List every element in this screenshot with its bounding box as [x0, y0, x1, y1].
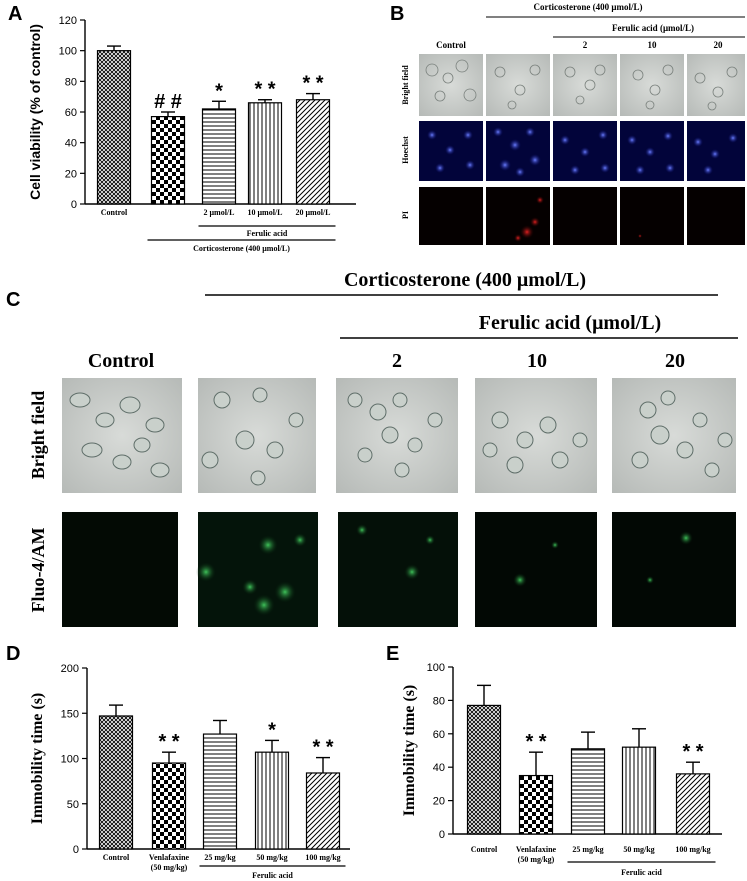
bar [305, 772, 341, 850]
panel-b-col-10: 10 [648, 40, 658, 50]
bar [675, 773, 711, 835]
bar [518, 774, 554, 835]
panel-b-row-hoechst: Hoechst [401, 136, 410, 164]
x-tick-label: 25 mg/kg [572, 845, 603, 854]
bar [570, 748, 606, 835]
y-tick-label: 60 [433, 729, 445, 741]
y-tick-label: 40 [65, 138, 77, 150]
significance-label: * * [302, 73, 323, 95]
y-axis-label: Immobility time (s) [29, 693, 46, 825]
y-tick-label: 120 [59, 15, 77, 27]
panel-b-bright-field-row [419, 54, 745, 116]
y-tick-label: 60 [65, 107, 77, 119]
x-tick-label: 20 μmol/L [296, 208, 331, 217]
bar [151, 762, 187, 850]
y-tick-label: 100 [61, 754, 79, 766]
y-tick-label: 150 [61, 708, 79, 720]
y-tick-label: 0 [73, 844, 79, 856]
y-axis-label: Immobility time (s) [401, 685, 418, 817]
group-label: Corticosterone (400 μmol/L) [193, 244, 290, 253]
bar [247, 102, 283, 205]
bar [150, 115, 186, 205]
panel-b-col-20: 20 [714, 40, 724, 50]
significance-label: * * [158, 731, 179, 753]
x-tick-label: 50 mg/kg [256, 853, 287, 862]
chart-cell-viability: 0 20 40 60 80 100 120 Cell viability (% of cont… [27, 15, 356, 253]
y-tick-label: 200 [61, 663, 79, 675]
significance-label: * [215, 80, 223, 102]
significance-label: * * [312, 737, 333, 759]
bar [621, 746, 657, 835]
significance-label: * [268, 719, 276, 741]
y-tick-label: 80 [65, 76, 77, 88]
x-tick-label: 25 mg/kg [204, 853, 235, 862]
y-tick-label: 20 [433, 796, 445, 808]
group-label: Ferulic acid [252, 871, 293, 880]
bar [201, 108, 237, 205]
panel-b-header-main: Corticosterone (400 μmol/L) [534, 2, 643, 12]
panel-c-micrographs: Corticosterone (400 μmol/L) Ferulic acid… [28, 269, 738, 627]
bar [96, 50, 132, 205]
panel-b-hoechst-row [419, 121, 745, 181]
bar [202, 733, 238, 850]
y-tick-label: 80 [433, 695, 445, 707]
panel-letter-d: D [6, 643, 20, 665]
x-tick-label: Control [103, 853, 130, 862]
bar [254, 751, 290, 850]
panel-b-row-bright-field: Bright field [401, 65, 410, 105]
panel-c-col-10: 10 [527, 350, 547, 372]
panel-c-col-2: 2 [392, 350, 402, 372]
panel-letter-e: E [386, 643, 399, 665]
x-tick-label: Venlafaxine (50 mg/kg) [516, 845, 557, 864]
panel-c-header-sub: Ferulic acid (μmol/L) [479, 312, 661, 334]
bar [466, 704, 502, 835]
x-tick-label: 50 mg/kg [623, 845, 654, 854]
y-tick-label: 20 [65, 168, 77, 180]
panel-letter-c: C [6, 289, 20, 311]
y-tick-label: 100 [427, 662, 445, 674]
chart-immobility-d: 0 50 100 150 200 Immobility time (s) Control * … [29, 663, 350, 880]
y-tick-label: 40 [433, 762, 445, 774]
y-tick-label: 0 [439, 829, 445, 841]
panel-c-col-20: 20 [665, 350, 685, 372]
x-tick-label: 100 mg/kg [305, 853, 340, 862]
x-tick-label: 2 μmol/L [204, 208, 235, 217]
panel-c-row-bright-field: Bright field [28, 391, 48, 480]
y-axis-label: Cell viability (% of control) [27, 24, 43, 200]
panel-b-pi-row [419, 187, 745, 245]
panel-letter-b: B [390, 3, 404, 25]
panel-b-header-sub: Ferulic acid (μmol/L) [612, 23, 694, 33]
panel-b-row-pi: PI [401, 211, 410, 219]
panel-c-row-fluo: Fluo-4/AM [28, 527, 48, 612]
y-tick-label: 100 [59, 46, 77, 58]
panel-c-header-main: Corticosterone (400 μmol/L) [344, 269, 586, 291]
panel-letter-a: A [8, 3, 22, 25]
group-label: Ferulic acid [247, 229, 288, 238]
x-tick-label: Venlafaxine (50 mg/kg) [149, 853, 190, 872]
significance-label: # # [154, 91, 182, 113]
chart-immobility-e: 0 20 40 60 80 100 Immobility time (s) Control * … [401, 662, 722, 877]
panel-b-micrographs: Corticosterone (400 μmol/L) Ferulic acid… [401, 2, 745, 245]
bar [98, 715, 134, 850]
y-tick-label: 0 [71, 199, 77, 211]
significance-label: * * [682, 741, 703, 763]
x-tick-label: 100 mg/kg [675, 845, 710, 854]
panel-b-col-control: Control [436, 40, 466, 50]
y-tick-label: 50 [67, 799, 79, 811]
panel-b-col-2: 2 [583, 40, 588, 50]
group-label: Ferulic acid [621, 868, 662, 877]
panel-c-fluo-row [62, 512, 736, 627]
x-tick-label: Control [471, 845, 498, 854]
panel-c-bright-field-row [62, 378, 736, 493]
x-tick-label: 10 μmol/L [248, 208, 283, 217]
x-tick-label: Control [101, 208, 128, 217]
bar [295, 99, 331, 205]
significance-label: * * [254, 79, 275, 101]
significance-label: * * [525, 731, 546, 753]
panel-c-col-control: Control [88, 350, 155, 372]
